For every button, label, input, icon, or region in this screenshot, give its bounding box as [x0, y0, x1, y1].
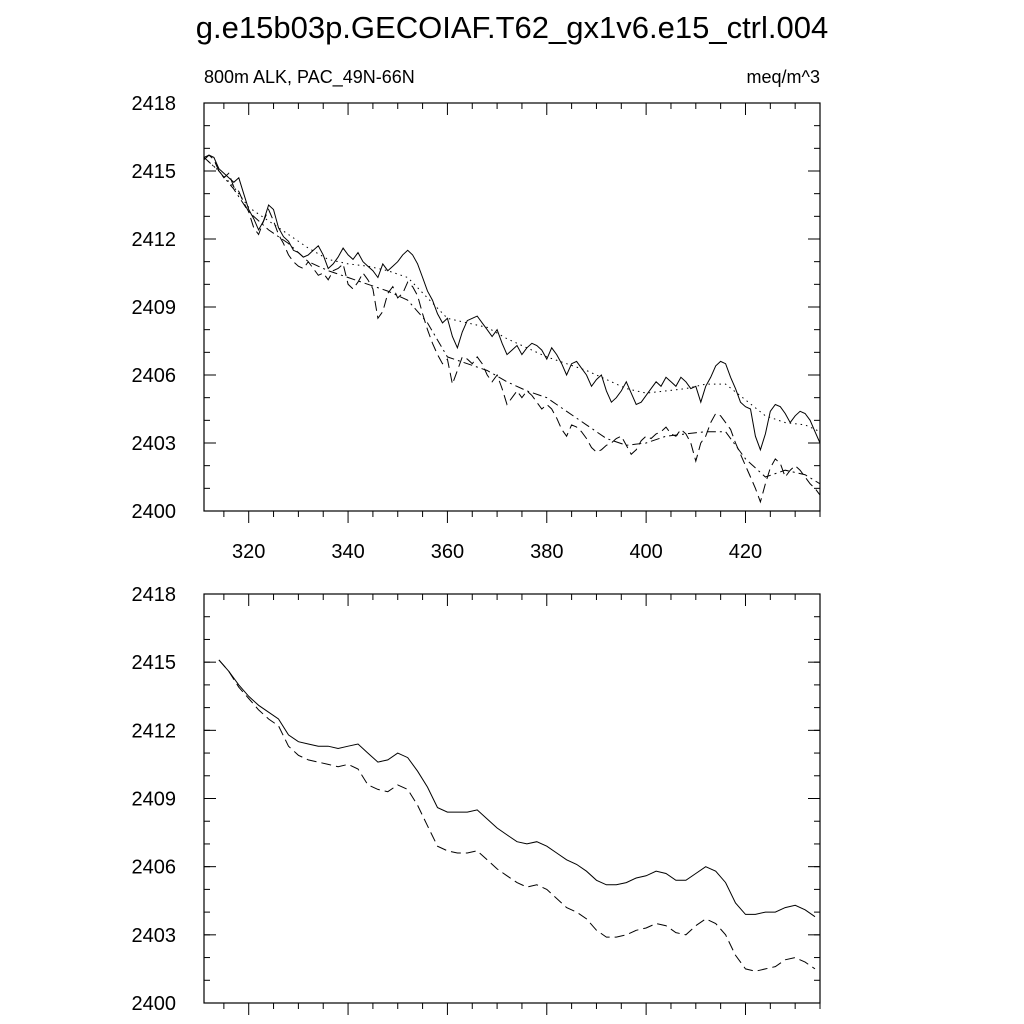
- y-tick-label: 2409: [132, 789, 177, 811]
- bottom-panel: 2400 2403 2406 2409 2412 2415 2418: [132, 584, 821, 1015]
- left-subtitle: 800m ALK, PAC_49N-66N: [204, 67, 415, 88]
- right-subtitle: meq/m^3: [747, 67, 820, 87]
- x-tick-label: 420: [729, 541, 762, 563]
- series-line-dashed: [218, 659, 816, 972]
- x-tick-label: 400: [629, 541, 662, 563]
- y-tick-label: 2412: [132, 229, 177, 251]
- y-tick-label: 2418: [132, 93, 177, 115]
- y-tick-label: 2409: [132, 297, 177, 319]
- series-line-dashed: [203, 154, 821, 504]
- y-tick-label: 2415: [132, 161, 177, 183]
- y-tick-label: 2400: [132, 993, 177, 1015]
- series-line-solid: [203, 154, 821, 452]
- y-tick-label: 2403: [132, 433, 177, 455]
- y-tick-label: 2400: [132, 501, 177, 523]
- series-line-solid: [218, 659, 816, 918]
- x-tick-label: 360: [431, 541, 464, 563]
- series-line-dotted: [203, 157, 821, 433]
- y-tick-label: 2418: [132, 584, 177, 606]
- series-line-dashdot: [203, 157, 821, 485]
- x-tick-label: 340: [331, 541, 364, 563]
- y-tick-label: 2415: [132, 652, 177, 674]
- plot-frame: [203, 102, 821, 512]
- y-tick-label: 2403: [132, 925, 177, 947]
- plot-frame: [203, 593, 821, 1004]
- x-tick-label: 320: [232, 541, 265, 563]
- x-tick-label: 380: [530, 541, 563, 563]
- chart-title: g.e15b03p.GECOIAF.T62_gx1v6.e15_ctrl.004: [196, 10, 828, 45]
- y-tick-label: 2412: [132, 720, 177, 742]
- y-tick-label: 2406: [132, 857, 177, 879]
- top-panel: 2400 2403 2406 2409 2412 2415 2418 320 340 360 380…: [132, 93, 821, 563]
- y-tick-label: 2406: [132, 365, 177, 387]
